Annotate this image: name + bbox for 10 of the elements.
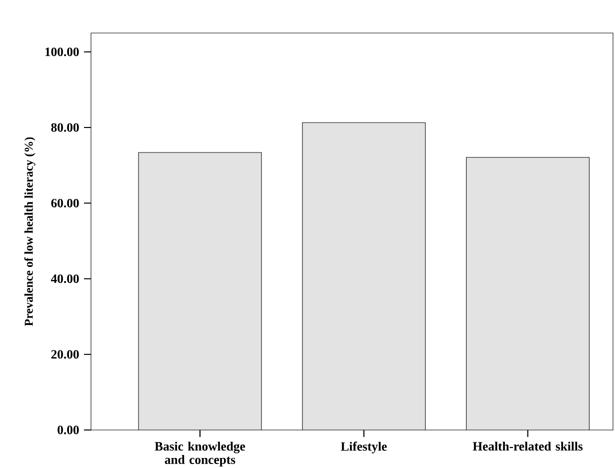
y-tick-label: 100.00 [45, 48, 79, 56]
x-tick-label: Lifestyle [340, 442, 387, 454]
y-tick-label: 80.00 [51, 123, 79, 132]
y-tick-label: 0.00 [58, 426, 79, 434]
y-axis-title: Prevalence of low health literacy (%) [24, 137, 36, 326]
y-tick-label: 40.00 [50, 274, 79, 284]
y-tick-label: 60.00 [51, 198, 79, 208]
x-tick-label: Health-related skills [472, 442, 583, 451]
x-tick-label: Basic knowledge and concepts [154, 442, 246, 467]
y-tick-label: 20.00 [51, 350, 79, 359]
